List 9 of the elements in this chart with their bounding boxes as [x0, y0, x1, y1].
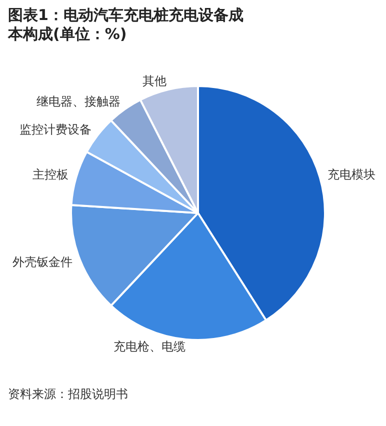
slice-label: 继电器、接触器 [36, 94, 120, 109]
slice-label: 充电枪、电缆 [113, 340, 186, 354]
slice-label: 外壳钣金件 [12, 254, 72, 269]
slice-label: 主控板 [32, 167, 68, 182]
chart-title: 图表1：电动汽车充电桩充电设备成本构成(单位：%) [8, 6, 244, 44]
slice-label: 充电模块 [328, 167, 376, 182]
text: 资料来源：招股说明书 [8, 386, 128, 403]
slice-label: 其他 [142, 74, 166, 88]
slice-label: 监控计费设备 [19, 122, 92, 136]
